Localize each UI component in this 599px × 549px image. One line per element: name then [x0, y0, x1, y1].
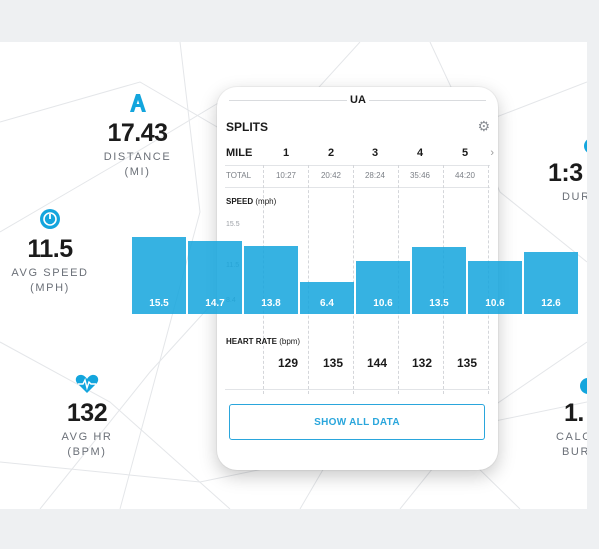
distance-unit: (MI) — [124, 166, 151, 178]
mile-1[interactable]: 1 — [282, 147, 290, 159]
hr-2: 135 — [322, 356, 344, 370]
hr-1: 129 — [277, 356, 299, 370]
duration-label: DUR — [562, 191, 587, 203]
calories-label-2: BUR — [562, 446, 587, 458]
speed-tick-high: 15.5 — [226, 221, 240, 228]
avg-hr-value: 132 — [66, 399, 108, 427]
column-divider — [353, 165, 354, 394]
hr-5: 135 — [456, 356, 478, 370]
duration-stat: 1:3 DUR — [548, 138, 587, 205]
speed-tick-low: 8.4 — [226, 297, 236, 304]
avg-speed-value: 11.5 — [27, 235, 73, 263]
mile-header-row: MILE 1 2 3 4 5 — [217, 147, 498, 163]
heart-rate-label-text: HEART RATE — [226, 337, 277, 346]
distance-value: 17.43 — [107, 119, 168, 147]
time-1: 10:27 — [275, 171, 297, 180]
avg-hr-unit: (BPM) — [67, 446, 107, 458]
distance-label: DISTANCE — [103, 151, 172, 163]
total-label: TOTAL — [226, 171, 252, 180]
distance-icon — [95, 92, 180, 114]
time-5: 44:20 — [454, 171, 476, 180]
mile-3[interactable]: 3 — [371, 147, 379, 159]
time-2: 20:42 — [320, 171, 342, 180]
total-time-row: TOTAL 10:27 20:42 28:24 35:46 44:20 — [217, 171, 498, 183]
speed-label: SPEED (mph) — [226, 197, 276, 206]
avg-hr-label: AVG HR — [61, 431, 113, 443]
splits-title: SPLITS — [226, 120, 269, 134]
calories-label: CALO — [556, 431, 587, 443]
heart-rate-unit: (bpm) — [279, 337, 301, 346]
time-3: 28:24 — [364, 171, 386, 180]
distance-stat: 17.43 DISTANCE (MI) — [95, 92, 180, 180]
avg-speed-unit: (MPH) — [30, 282, 70, 294]
speedometer-icon — [8, 208, 92, 230]
avg-hr-stat: 132 AVG HR (BPM) — [50, 374, 124, 460]
header-divider — [225, 165, 490, 166]
duration-icon — [548, 138, 587, 154]
show-all-data-button[interactable]: SHOW ALL DATA — [229, 404, 485, 440]
avg-speed-label: AVG SPEED — [11, 267, 89, 279]
mile-4[interactable]: 4 — [416, 147, 424, 159]
speed-label-text: SPEED — [226, 197, 254, 206]
brand-logo: UA — [347, 92, 369, 108]
heart-rate-icon — [50, 374, 124, 394]
heart-rate-divider — [225, 389, 490, 390]
speed-tick-mid: 11.5 — [226, 262, 240, 269]
mile-2[interactable]: 2 — [327, 147, 335, 159]
speed-unit: (mph) — [255, 197, 277, 206]
heart-rate-row: 129 135 144 132 135 — [217, 356, 498, 370]
hr-4: 132 — [411, 356, 433, 370]
column-divider — [308, 165, 309, 394]
mile-5[interactable]: 5 — [461, 147, 469, 159]
time-4: 35:46 — [409, 171, 431, 180]
calories-stat: 1. CALO BUR — [556, 378, 587, 460]
heart-rate-label: HEART RATE (bpm) — [226, 337, 300, 346]
splits-card: UA SPLITS ⚙ MILE 1 2 3 4 5 › TOTAL 10:27… — [217, 87, 498, 470]
workout-summary-stage: 17.43 DISTANCE (MI) 1:3 DUR 11.5 AVG SPE… — [0, 42, 587, 509]
hr-3: 144 — [366, 356, 388, 370]
times-divider — [225, 187, 490, 188]
chevron-right-icon[interactable]: › — [490, 147, 494, 159]
mile-header: MILE — [226, 147, 253, 159]
avg-speed-stat: 11.5 AVG SPEED (MPH) — [8, 208, 92, 296]
gear-icon[interactable]: ⚙ — [477, 118, 490, 134]
duration-value: 1:3 — [548, 159, 583, 187]
calories-value: 1. — [564, 399, 584, 427]
calories-icon — [556, 378, 587, 394]
